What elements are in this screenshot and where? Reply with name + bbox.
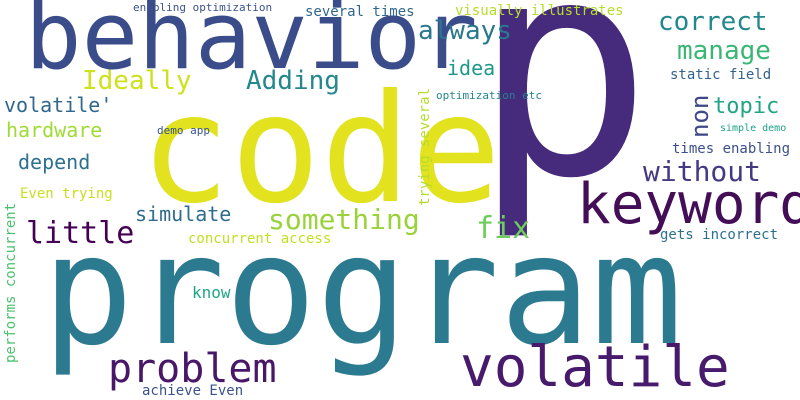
- word-volatile: volatile: [460, 335, 730, 400]
- word-code: code: [140, 63, 502, 237]
- word-optimization-etc: optimization etc: [436, 89, 542, 102]
- word-achieve-even: achieve Even: [142, 383, 244, 399]
- word-behavior: behavior: [25, 0, 478, 91]
- word-little: little: [26, 216, 135, 251]
- word-correct: correct: [658, 7, 768, 37]
- word-without: without: [643, 155, 762, 188]
- word-non: non: [686, 94, 714, 138]
- word-static-field: static field: [670, 67, 772, 83]
- word-concurrent-access: concurrent access: [188, 231, 332, 247]
- word-times-enabling: times enabling: [672, 141, 791, 157]
- word-demo-app: demo app: [157, 124, 210, 137]
- word-gets-incorrect: gets incorrect: [660, 227, 779, 243]
- word-problem: problem: [108, 346, 277, 392]
- word-hardware: hardware: [6, 118, 103, 142]
- word-ideally: Ideally: [82, 66, 192, 96]
- word-know: know: [192, 283, 231, 302]
- word-even-trying: Even trying: [20, 186, 113, 202]
- word-something: something: [268, 203, 420, 236]
- word-keyword: keyword: [577, 172, 800, 237]
- word-always: always: [418, 16, 512, 46]
- word-enabling-optimization: enabling optimization: [133, 1, 273, 14]
- word-adding: Adding: [246, 66, 340, 96]
- word-simulate: simulate: [135, 202, 232, 226]
- word-visually-illustrates: visually illustrates: [455, 3, 624, 19]
- word-several-times: several times: [305, 4, 415, 20]
- word-trying-several: trying several: [417, 87, 433, 206]
- word-topic: topic: [713, 94, 780, 119]
- word-simple-demo: simple demo: [720, 123, 787, 134]
- word-fix: fix: [476, 211, 531, 246]
- word-depend: depend: [18, 150, 91, 174]
- word-p: p: [472, 0, 653, 244]
- word-performs-concurrent: performs concurrent: [3, 202, 19, 363]
- word-program: program: [42, 202, 683, 379]
- word-volatile-quote: volatile': [4, 93, 113, 117]
- word-manage: manage: [677, 36, 771, 66]
- word-idea: idea: [447, 56, 496, 80]
